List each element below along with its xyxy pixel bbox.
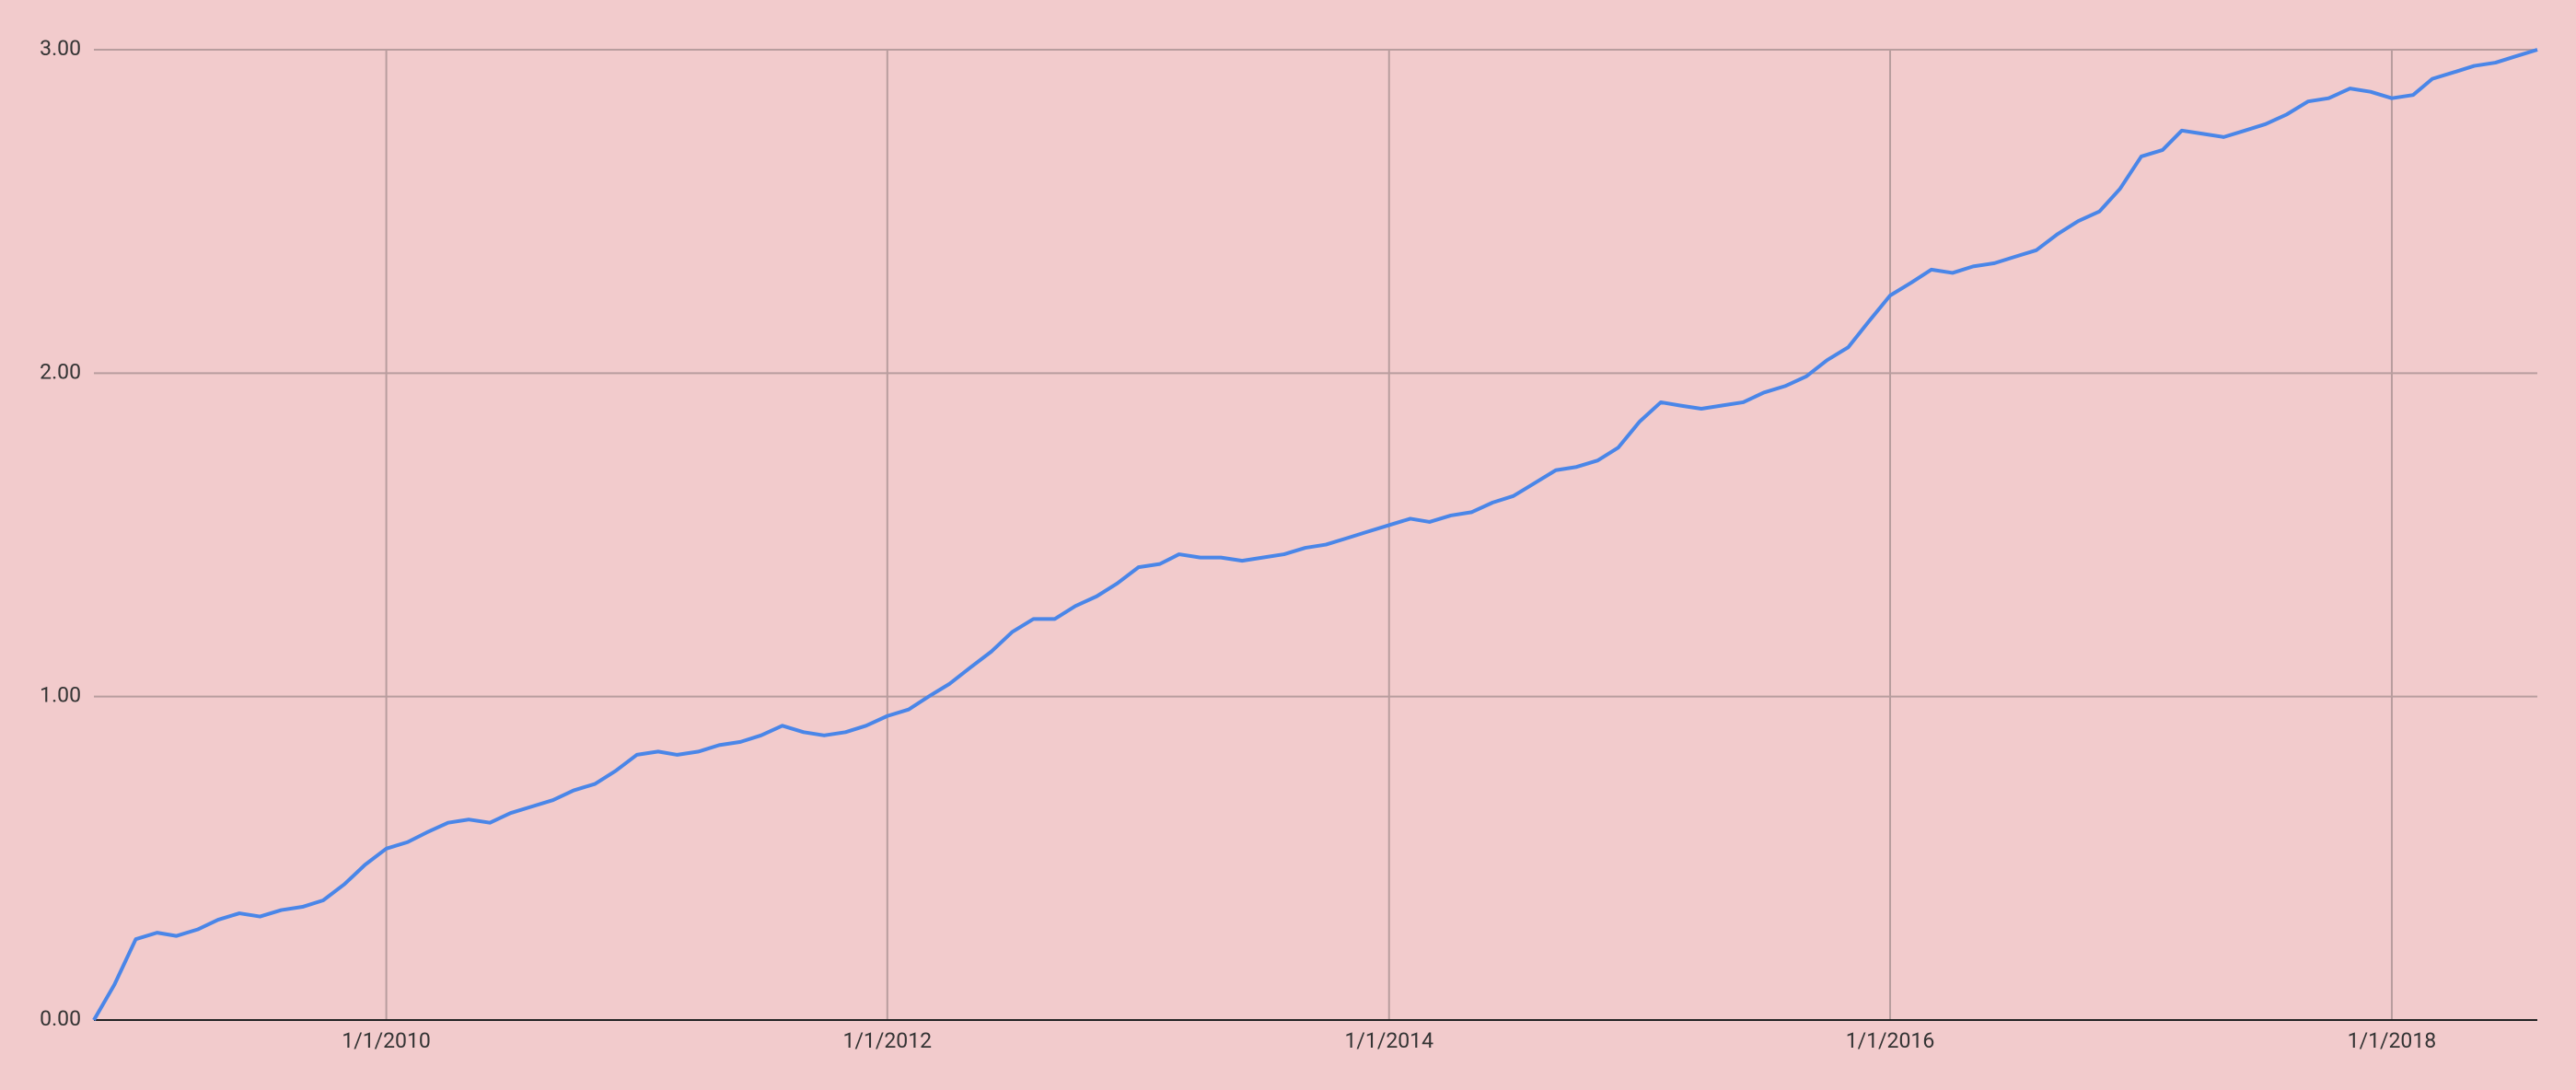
x-tick-label: 1/1/2016 [1846, 1028, 1935, 1053]
x-tick-label: 1/1/2010 [342, 1028, 431, 1053]
x-tick-label: 1/1/2014 [1344, 1028, 1433, 1053]
x-tick-label: 1/1/2018 [2348, 1028, 2437, 1053]
y-tick-label: 0.00 [40, 1006, 81, 1031]
y-tick-label: 1.00 [40, 683, 81, 708]
x-tick-label: 1/1/2012 [843, 1028, 933, 1053]
data-line [92, 48, 2538, 1022]
y-tick-label: 2.00 [40, 359, 81, 384]
y-tick-label: 3.00 [40, 36, 81, 61]
